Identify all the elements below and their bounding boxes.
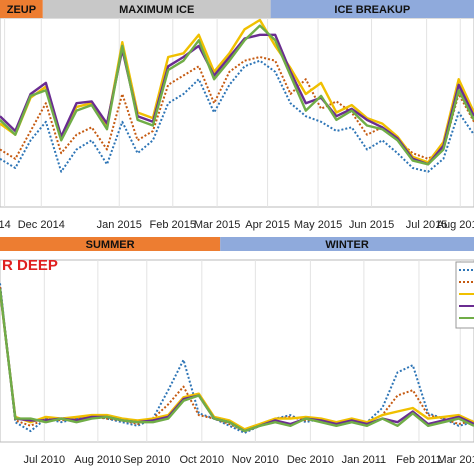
x-tick-label: Jun 2015 [349,219,394,231]
x-tick-label: Jan 2011 [342,454,386,466]
series-line [0,18,474,164]
chart-title: R DEEP [2,257,58,274]
series-line [0,288,474,433]
season-label: WINTER [325,239,368,251]
season-label: ZEUP [7,4,36,16]
x-tick-label: Oct 2010 [180,454,225,466]
x-tick-label: Mar 2015 [194,219,240,231]
x-tick-label: Aug 2010 [74,454,121,466]
season-band [42,0,271,18]
season-band [0,0,43,18]
x-tick-label: Dec 2010 [287,454,334,466]
series-line [0,56,474,160]
x-tick-label: 14 [0,219,11,231]
season-label: MAXIMUM ICE [119,4,194,16]
series-line [0,24,474,166]
x-tick-label: Jul 2015 [406,219,448,231]
plot-area [0,259,474,443]
x-tick-label: Feb 2011 [396,454,442,466]
season-band [220,237,474,251]
season-label: SUMMER [86,239,135,251]
series-line [0,33,474,166]
x-tick-label: Feb 2015 [150,219,196,231]
x-tick-label: Nov 2010 [232,454,279,466]
x-tick-label: Dec 2014 [18,219,65,231]
series-line [0,59,474,173]
x-tick-label: Jul 2010 [24,454,66,466]
series-line [0,290,474,431]
x-tick-label: Mar 2011 [437,454,474,466]
x-tick-label: Sep 2010 [123,454,170,466]
x-tick-label: Apr 2015 [245,219,290,231]
season-label: ICE BREAKUP [334,4,410,16]
season-band [0,237,221,251]
x-tick-label: May 2015 [294,219,342,231]
season-band [270,0,474,18]
x-tick-label: Aug 2015 [437,219,474,231]
x-tick-label: Jan 2015 [97,219,142,231]
